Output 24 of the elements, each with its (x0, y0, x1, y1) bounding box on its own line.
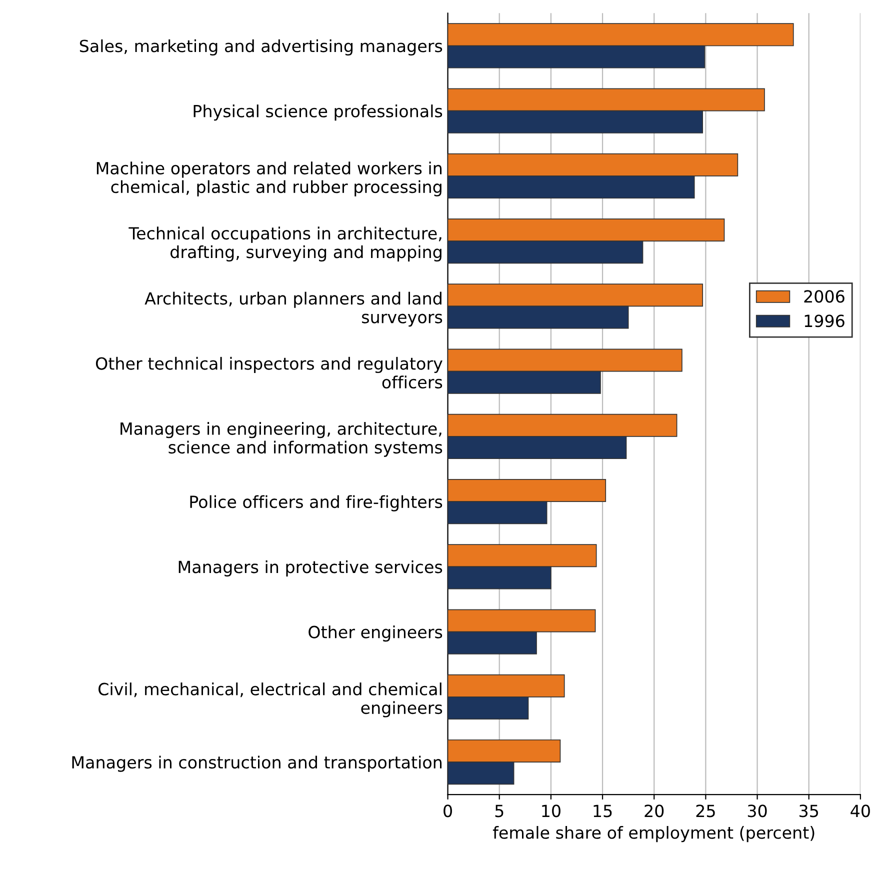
y-tick-label: Civil, mechanical, electrical and chemical engineers (98, 682, 442, 718)
y-tick-label: Architects, urban planners and land surveyors (144, 292, 442, 327)
y-tick-label: Managers in construction and transportation (72, 756, 442, 772)
x-tick-label: 10 (542, 804, 560, 818)
y-tick-label: Sales, marketing and advertising managers (80, 39, 442, 56)
x-tick-label: 30 (748, 804, 767, 818)
y-tick-label: Technical occupations in architecture, drafting, surveying and mapping (128, 226, 442, 262)
x-tick-label: 35 (800, 804, 818, 818)
x-axis-title: female share of employment (percent) (492, 826, 814, 842)
x-tick-label: 0 (444, 804, 452, 818)
x-tick-label: 25 (696, 804, 715, 818)
y-tick-label: Other technical inspectors and regulatory officers (96, 356, 442, 388)
y-tick-label: Managers in protective services (178, 560, 442, 576)
x-tick-label: 15 (594, 804, 612, 818)
x-tick-label: 5 (495, 804, 504, 818)
legend-label: 1996 (804, 314, 844, 328)
y-tick-label: Machine operators and related workers in chemical, plastic and rubber processing (96, 162, 442, 196)
y-tick-label: Managers in engineering, architecture, science and information systems (120, 422, 442, 457)
y-tick-label: Police officers and fire-fighters (190, 495, 442, 512)
y-tick-label: Other engineers (308, 625, 442, 642)
legend-label: 2006 (804, 290, 844, 303)
x-tick-label: 40 (850, 804, 870, 818)
y-tick-label: Physical science professionals (194, 104, 442, 121)
x-tick-label: 20 (644, 804, 664, 818)
